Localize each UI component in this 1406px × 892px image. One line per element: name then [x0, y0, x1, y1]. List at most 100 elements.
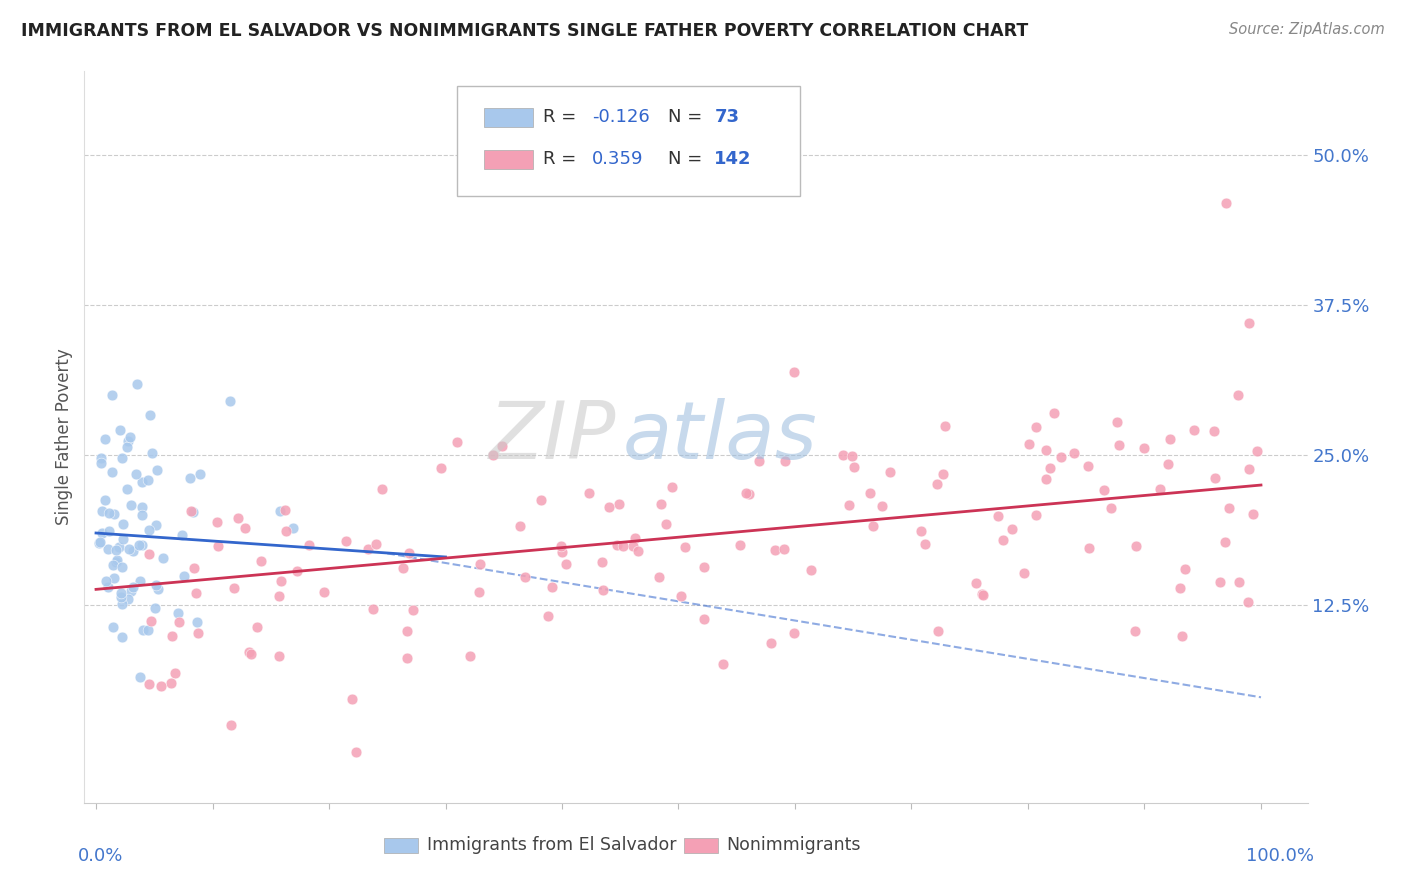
Point	[94, 432, 117, 446]
Point	[207, 515, 229, 529]
Point	[655, 516, 678, 531]
Point	[172, 528, 194, 542]
Point	[832, 448, 855, 462]
Point	[1108, 438, 1130, 452]
Point	[132, 624, 155, 638]
Text: ZIP: ZIP	[489, 398, 616, 476]
Point	[233, 521, 256, 535]
Point	[1132, 441, 1154, 455]
Point	[550, 539, 572, 553]
Point	[160, 629, 183, 643]
Point	[246, 620, 269, 634]
Y-axis label: Single Father Poverty: Single Father Poverty	[55, 349, 73, 525]
Point	[181, 505, 204, 519]
Point	[1218, 501, 1240, 516]
Point	[131, 538, 153, 552]
Point	[103, 507, 125, 521]
Point	[728, 538, 751, 552]
Point	[101, 465, 124, 479]
Point	[783, 365, 806, 379]
Point	[1123, 624, 1146, 638]
Point	[249, 554, 271, 568]
Point	[91, 504, 114, 518]
Point	[446, 435, 468, 450]
Point	[146, 463, 169, 477]
Point	[340, 691, 363, 706]
Point	[468, 584, 491, 599]
Point	[735, 486, 758, 500]
Text: 142: 142	[714, 150, 752, 168]
Point	[1204, 424, 1226, 438]
Point	[1237, 595, 1260, 609]
Text: 0.0%: 0.0%	[79, 847, 124, 864]
Point	[430, 461, 453, 475]
Point	[932, 467, 955, 482]
Point	[1226, 388, 1249, 402]
Point	[124, 467, 146, 481]
Point	[186, 626, 208, 640]
Point	[97, 580, 120, 594]
Point	[551, 545, 574, 559]
Point	[402, 603, 425, 617]
Point	[1035, 472, 1057, 486]
Point	[108, 540, 131, 554]
Point	[269, 649, 291, 664]
Point	[624, 531, 647, 545]
Point	[115, 482, 138, 496]
Point	[927, 624, 949, 639]
Point	[344, 745, 367, 759]
Point	[555, 558, 578, 572]
Point	[160, 676, 183, 690]
Point	[283, 521, 305, 535]
Point	[1077, 458, 1099, 473]
Point	[491, 439, 513, 453]
Point	[120, 430, 142, 444]
Point	[460, 649, 482, 664]
Point	[298, 538, 321, 552]
Point	[470, 558, 492, 572]
Text: -0.126: -0.126	[592, 109, 650, 127]
Point	[1092, 483, 1115, 497]
Point	[607, 497, 630, 511]
Point	[540, 580, 562, 594]
Point	[991, 533, 1014, 547]
FancyBboxPatch shape	[484, 150, 533, 169]
Point	[141, 446, 163, 460]
Point	[1035, 443, 1057, 458]
Point	[98, 524, 121, 538]
Point	[138, 473, 160, 487]
Point	[1227, 574, 1250, 589]
Point	[103, 571, 125, 585]
Point	[131, 508, 153, 522]
Text: 100.0%: 100.0%	[1246, 847, 1313, 864]
Text: 0.359: 0.359	[592, 150, 644, 168]
Point	[1025, 419, 1047, 434]
Point	[396, 651, 419, 665]
Point	[108, 423, 131, 437]
Point	[148, 582, 170, 596]
Point	[94, 492, 117, 507]
Point	[179, 471, 201, 485]
Point	[1039, 460, 1062, 475]
Text: 73: 73	[714, 109, 740, 127]
Point	[738, 487, 761, 501]
Point	[273, 503, 295, 517]
Point	[398, 546, 420, 560]
Point	[669, 590, 692, 604]
Point	[89, 451, 111, 466]
Point	[783, 625, 806, 640]
Point	[184, 586, 207, 600]
Point	[139, 614, 162, 628]
Point	[120, 583, 142, 598]
Text: N =: N =	[668, 109, 707, 127]
Point	[761, 636, 783, 650]
Point	[145, 578, 167, 592]
Point	[270, 574, 292, 589]
Point	[1125, 539, 1147, 553]
Point	[152, 551, 174, 566]
Point	[1099, 501, 1122, 516]
Point	[1213, 535, 1236, 549]
Text: N =: N =	[668, 150, 707, 168]
FancyBboxPatch shape	[484, 108, 533, 127]
Point	[1025, 508, 1047, 522]
